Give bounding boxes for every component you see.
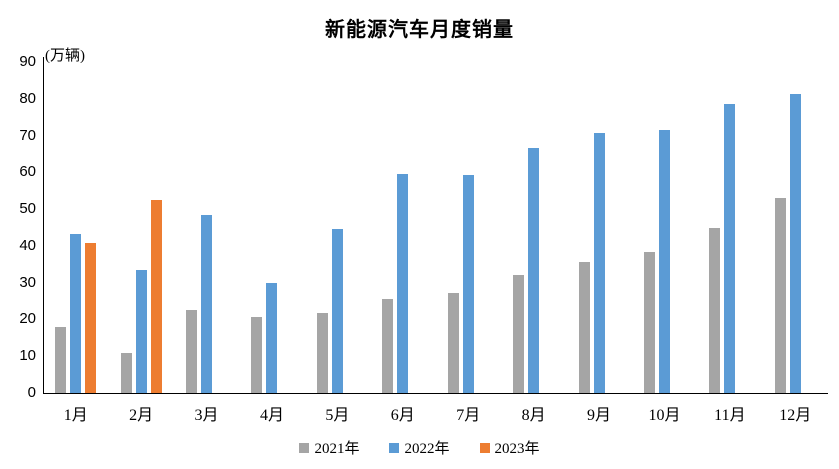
chart-bar	[150, 199, 162, 393]
chart-bar	[513, 274, 525, 393]
chart-bar	[186, 309, 198, 393]
x-axis-label: 4月	[259, 407, 284, 424]
chart-bar	[528, 148, 540, 393]
chart-bar	[658, 130, 670, 393]
legend-color-swatch	[299, 442, 310, 453]
x-axis-label: 7月	[456, 407, 481, 424]
chart-bar	[85, 242, 97, 393]
chart-bar	[397, 173, 409, 393]
chart-bar	[201, 214, 213, 393]
y-axis-tick-label: 70	[19, 126, 36, 144]
x-axis-label: 6月	[390, 407, 415, 424]
chart-bar	[120, 352, 132, 393]
x-axis-label: 9月	[587, 407, 612, 424]
y-axis-line	[43, 57, 44, 393]
x-axis-label: 1月	[63, 407, 88, 424]
chart-bar	[70, 234, 82, 393]
chart-bar	[774, 197, 786, 393]
chart-bar	[266, 283, 278, 393]
chart-bar	[135, 270, 147, 393]
y-axis-tick-label: 30	[19, 273, 36, 291]
x-axis-line	[43, 393, 828, 394]
chart-bar	[331, 228, 343, 393]
chart-bar	[447, 293, 459, 393]
chart-bar	[462, 174, 474, 393]
x-axis-label: 12月	[779, 407, 812, 424]
chart-bar	[643, 252, 655, 393]
y-axis-tick-label: 20	[19, 310, 36, 328]
chart-bar	[55, 327, 67, 393]
chart-title: 新能源汽车月度销量	[325, 19, 514, 41]
chart-bar	[789, 93, 801, 393]
x-axis-label: 8月	[521, 407, 546, 424]
legend-item: 2022年	[389, 437, 450, 458]
y-axis-tick-label: 10	[19, 347, 36, 365]
chart-bar	[251, 317, 263, 393]
chart-bar	[578, 261, 590, 393]
legend: 2021年 2022年 2023年	[0, 437, 839, 458]
x-axis-label: 10月	[648, 407, 681, 424]
y-axis-tick-label: 90	[19, 53, 36, 70]
legend-item: 2021年	[299, 437, 359, 458]
y-axis-tick-label: 80	[19, 89, 36, 107]
legend-color-swatch	[479, 442, 490, 453]
y-axis-tick-label: 40	[19, 236, 36, 254]
y-axis-unit-label: (万辆)	[45, 48, 85, 64]
x-axis-label: 11月	[714, 407, 746, 424]
legend-label: 2022年	[404, 441, 450, 457]
x-axis-label: 5月	[325, 407, 350, 424]
legend-item: 2023年	[479, 437, 540, 458]
x-axis-label: 3月	[194, 407, 219, 424]
y-axis-tick-label: 0	[27, 384, 36, 401]
legend-label: 2023年	[494, 441, 540, 457]
legend-label: 2021年	[314, 441, 360, 457]
y-axis-tick-label: 50	[19, 200, 36, 218]
x-axis-label: 2月	[129, 407, 154, 424]
chart-bar	[382, 298, 394, 393]
chart-bar	[724, 103, 736, 393]
chart-bar	[709, 227, 721, 393]
legend-color-swatch	[389, 442, 400, 453]
chart-bar	[316, 313, 328, 393]
chart-bar	[593, 132, 605, 393]
y-axis-tick-label: 60	[19, 163, 36, 181]
